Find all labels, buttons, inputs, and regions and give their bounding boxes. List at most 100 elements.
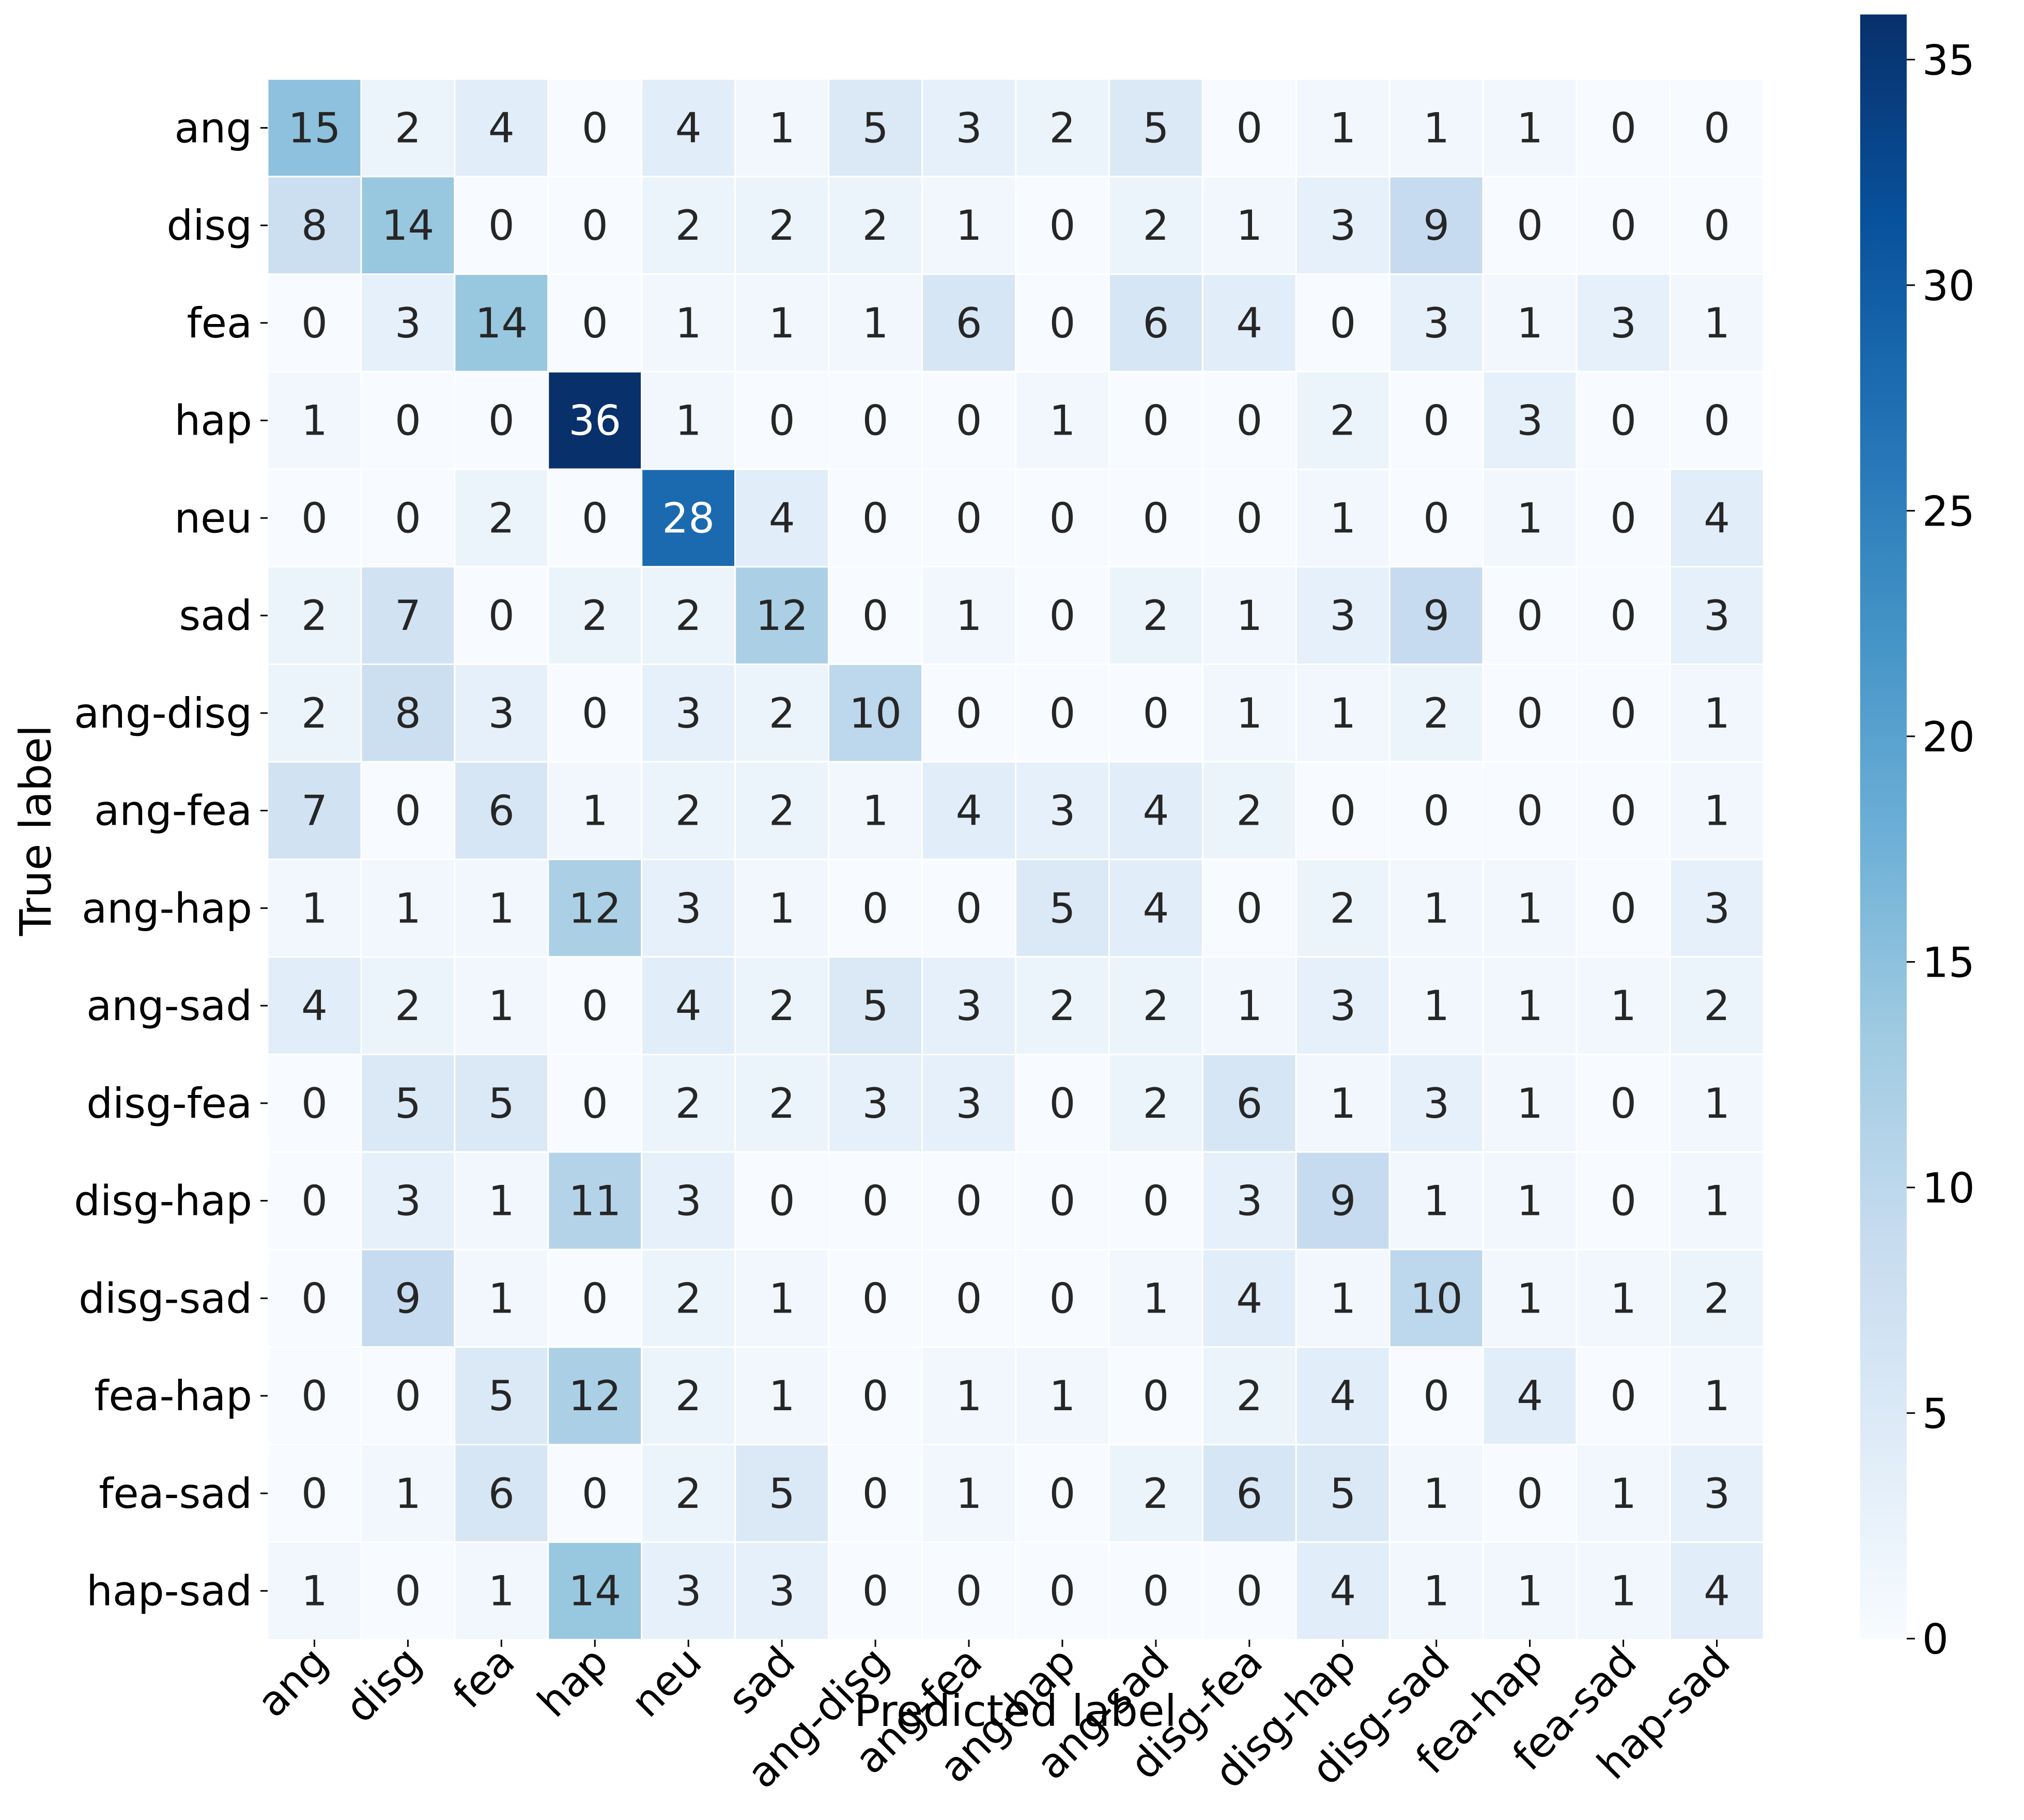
heatmap-cell [547, 1054, 643, 1153]
heatmap-cell [1015, 761, 1110, 860]
cell-value-label: 0 [1049, 1274, 1076, 1322]
heatmap-cell [1669, 664, 1765, 763]
heatmap-cell [828, 664, 923, 763]
heatmap-cell [1575, 1541, 1671, 1641]
colorbar-tick-label: 5 [1922, 1390, 1949, 1438]
cell-value-label: 1 [1517, 1177, 1543, 1225]
heatmap-cell [828, 1054, 923, 1153]
heatmap-cell [1201, 761, 1297, 860]
cell-value-label: 4 [1704, 1567, 1730, 1615]
heatmap-cell [454, 858, 549, 958]
heatmap-cell [1201, 1444, 1297, 1543]
x-tick-label: ang [248, 1638, 337, 1726]
heatmap-cell [1482, 1346, 1578, 1445]
cell-value-label: 5 [395, 1079, 421, 1128]
y-tick-label: disg-sad [79, 1274, 252, 1322]
y-tick-label: disg-hap [74, 1177, 252, 1225]
heatmap-cell [641, 1444, 736, 1543]
cell-value-label: 0 [956, 397, 982, 445]
heatmap-cell [1201, 1541, 1297, 1641]
cell-value-label: 1 [1704, 299, 1730, 347]
heatmap-cell [1201, 273, 1297, 373]
cell-value-label: 1 [1517, 982, 1543, 1030]
heatmap-cell [1108, 273, 1203, 373]
heatmap-cell [828, 761, 923, 860]
heatmap-cell [1201, 176, 1297, 275]
heatmap-cell [1295, 468, 1390, 568]
heatmap-cell [267, 1346, 362, 1445]
heatmap-cell [734, 858, 830, 958]
heatmap-cell [1295, 1248, 1390, 1348]
cell-value-label: 2 [1236, 1372, 1262, 1420]
heatmap-cell [454, 956, 549, 1055]
cell-value-label: 2 [1704, 1274, 1730, 1322]
heatmap-cell [1669, 273, 1765, 373]
y-tick-label: hap [174, 397, 252, 445]
cell-value-label: 0 [582, 689, 608, 737]
heatmap-cell [454, 1346, 549, 1445]
cell-value-label: 1 [769, 104, 795, 152]
cell-value-label: 1 [956, 202, 982, 250]
cell-value-label: 0 [769, 397, 795, 445]
cell-value-label: 0 [1049, 1177, 1076, 1225]
x-tick-label: fea [444, 1638, 524, 1718]
heatmap-cell [1201, 956, 1297, 1055]
cell-value-label: 0 [956, 494, 982, 542]
cell-value-label: 3 [1330, 202, 1356, 250]
cell-value-label: 14 [568, 1567, 621, 1615]
heatmap-cell [1201, 1346, 1297, 1445]
cell-value-label: 1 [1236, 982, 1262, 1030]
cell-value-label: 6 [956, 299, 982, 347]
cell-value-label: 1 [769, 299, 795, 347]
heatmap-cell [1015, 176, 1110, 275]
cell-value-label: 1 [769, 1372, 795, 1420]
cell-value-label: 0 [1704, 397, 1730, 445]
cell-value-label: 0 [582, 982, 608, 1030]
heatmap-cell [1295, 1054, 1390, 1153]
cell-value-label: 0 [1142, 1177, 1169, 1225]
cell-value-label: 0 [301, 1079, 328, 1128]
heatmap-cell [1108, 468, 1203, 568]
cell-value-label: 5 [488, 1372, 515, 1420]
colorbar-tick-label: 10 [1922, 1164, 1975, 1212]
heatmap-cell [828, 176, 923, 275]
cell-value-label: 1 [1049, 397, 1076, 445]
cell-value-label: 0 [1610, 1177, 1636, 1225]
heatmap-cell [1295, 1541, 1390, 1641]
cell-value-label: 1 [1049, 1372, 1076, 1420]
cell-value-label: 1 [582, 787, 608, 835]
cell-value-label: 0 [582, 1470, 608, 1518]
heatmap-cell [1388, 273, 1484, 373]
cell-value-label: 10 [1410, 1274, 1463, 1322]
cell-value-label: 1 [956, 1470, 982, 1518]
heatmap-cell [267, 1151, 362, 1251]
cell-value-label: 5 [862, 104, 889, 152]
heatmap-cell [267, 1444, 362, 1543]
heatmap-cell [1482, 468, 1578, 568]
cell-value-label: 2 [675, 1470, 702, 1518]
heatmap-cell [1669, 1151, 1765, 1251]
heatmap-cell [1201, 664, 1297, 763]
heatmap-cell [454, 761, 549, 860]
heatmap-cell [547, 956, 643, 1055]
heatmap-cell [454, 664, 549, 763]
cell-value-label: 9 [395, 1274, 421, 1322]
cell-value-label: 0 [488, 592, 515, 640]
heatmap-cell [921, 1444, 1016, 1543]
heatmap-cell [360, 1346, 456, 1445]
heatmap-cell [1482, 78, 1578, 178]
heatmap-cell [1201, 468, 1297, 568]
cell-value-label: 0 [1236, 1567, 1262, 1615]
heatmap-cell [267, 956, 362, 1055]
cell-value-label: 2 [1049, 104, 1076, 152]
heatmap-cell [1669, 1541, 1765, 1641]
cell-value-label: 1 [395, 1470, 421, 1518]
cell-value-label: 0 [1610, 397, 1636, 445]
heatmap-cell [360, 78, 456, 178]
cell-value-label: 0 [395, 1372, 421, 1420]
heatmap-cell [1108, 1541, 1203, 1641]
cell-value-label: 4 [769, 494, 795, 542]
heatmap-cell [828, 273, 923, 373]
cell-value-label: 1 [1610, 1274, 1636, 1322]
cell-value-label: 0 [862, 1274, 889, 1322]
